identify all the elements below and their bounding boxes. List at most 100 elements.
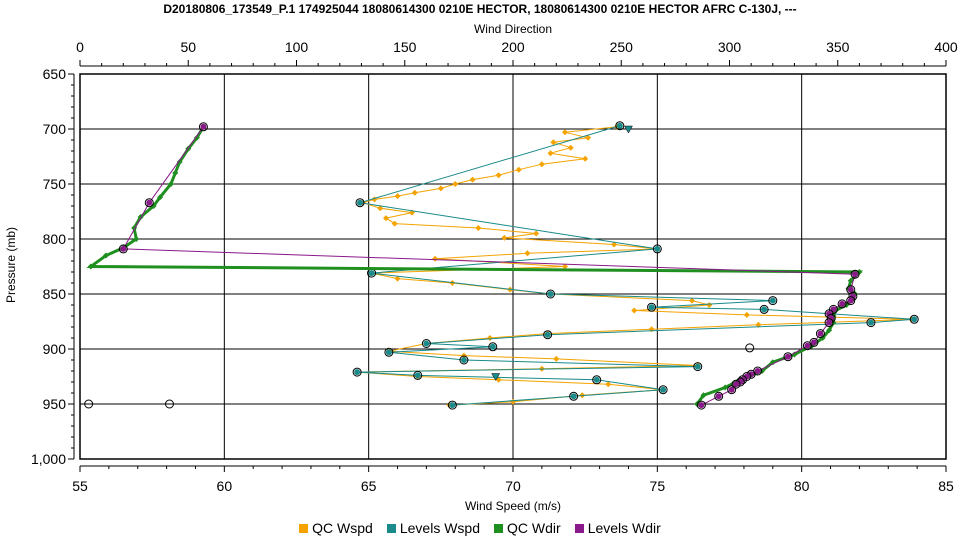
qc-wspd-point (394, 193, 401, 200)
qc-wdir-point (847, 277, 854, 284)
x2-tick-label: 100 (285, 39, 309, 55)
levels-wspd-point (459, 355, 469, 365)
levels-wspd-point-fill (547, 291, 554, 297)
qc-wspd-point (561, 263, 568, 270)
levels-wspd-point-fill (423, 340, 430, 347)
x2-tick-label: 350 (826, 39, 850, 55)
levels-wspd-point (652, 244, 662, 254)
levels-wdir-point-fill (847, 286, 854, 293)
levels-wdir-point-fill (830, 306, 837, 313)
x2-tick-label: 200 (501, 39, 525, 55)
y-tick-label: 950 (43, 396, 67, 412)
levels-wdir-point (696, 400, 706, 410)
levels-wspd-point-fill (460, 357, 467, 363)
levels-wdir-point-fill (146, 199, 153, 206)
triangle-marker (624, 125, 633, 134)
levels-wdir-point (727, 385, 737, 395)
plot-frame (79, 73, 947, 460)
levels-wdir-point-fill (743, 373, 750, 380)
legend-swatch (574, 523, 584, 533)
levels-wspd-point-fill (867, 319, 874, 326)
legend-label: QC Wspd (312, 520, 373, 536)
legend-label: Levels Wspd (399, 520, 481, 536)
x2-tick-label: 300 (718, 39, 742, 55)
qc-wdir-point (700, 392, 707, 399)
qc-wspd-point (605, 381, 612, 388)
levels-wspd-point (693, 362, 703, 372)
open-circle-point (164, 399, 174, 409)
levels-wspd-point-fill (654, 245, 661, 252)
qc-wdir-point (157, 194, 164, 201)
levels-wdir-point-fill (732, 381, 739, 388)
levels-wdir-point-fill (852, 271, 859, 278)
legend-item-levels-wdir[interactable]: Levels Wdir (574, 520, 661, 536)
levels-wspd-point-fill (694, 363, 701, 370)
qc-wdir-point (769, 359, 776, 366)
levels-wdir-point-fill (728, 386, 735, 393)
chart-title: D20180806_173549_P.1 174925044 180806143… (163, 2, 797, 16)
levels-wdir-point (850, 269, 860, 279)
x2-tick-label: 0 (76, 39, 84, 55)
qc-wdir-point (176, 159, 183, 165)
levels-wspd-point-fill (354, 369, 361, 376)
levels-wspd-point-fill (769, 297, 776, 304)
qc-wspd-point (432, 255, 439, 262)
levels-wspd-point (647, 302, 657, 312)
levels-wspd-point (447, 400, 457, 410)
levels-wdir-point-fill (715, 393, 722, 400)
qc-wdir-point (167, 181, 174, 187)
levels-wspd-point-fill (544, 331, 551, 338)
qc-wspd-point (538, 161, 545, 168)
qc-wspd-point (561, 129, 568, 136)
levels-wspd-point-fill (385, 349, 392, 356)
levels-wdir-point (714, 391, 724, 401)
levels-wspd-point-fill (357, 199, 364, 206)
x2-tick-label: 50 (180, 39, 196, 55)
y-tick-label: 700 (43, 121, 67, 137)
qc-wdir-point (826, 327, 833, 334)
legend-item-qc-wdir[interactable]: QC Wdir (494, 520, 561, 536)
levels-wspd-point (413, 370, 423, 380)
qc-wdir-point (722, 384, 729, 391)
top-axis-label: Wind Direction (473, 22, 553, 36)
levels-wdir-point-fill (810, 339, 817, 346)
levels-wspd-point-fill (761, 306, 768, 313)
levels-wdir-point (118, 244, 128, 254)
qc-wdir-point (791, 351, 798, 358)
levels-wdir-point (783, 352, 793, 362)
qc-wspd-point (501, 234, 508, 241)
levels-wspd-point-fill (570, 393, 577, 400)
legend: QC Wspd Levels Wspd QC Wdir Levels Wdir (0, 520, 960, 536)
qc-wspd-point (585, 134, 592, 141)
x-tick-label: 60 (217, 478, 233, 494)
qc-wspd-point (553, 355, 560, 362)
legend-label: QC Wdir (507, 520, 561, 536)
y-tick-label: 750 (43, 176, 67, 192)
levels-wdir-point-fill (120, 245, 127, 252)
qc-wspd-point (437, 185, 444, 192)
levels-wspd-point (615, 121, 625, 131)
open-circle-point (84, 399, 94, 409)
legend-item-levels-wspd[interactable]: Levels Wspd (386, 520, 481, 536)
levels-wspd-point-fill (616, 122, 623, 129)
levels-wdir-point-fill (754, 368, 761, 374)
qc-wdir-point (150, 203, 157, 209)
levels-wspd-point-fill (489, 343, 496, 350)
qc-wdir-point (87, 263, 94, 270)
qc-wspd-point (743, 311, 750, 318)
x-tick-label: 55 (72, 478, 88, 494)
qc-wspd-point (524, 250, 531, 257)
legend-item-qc-wspd[interactable]: QC Wspd (299, 520, 373, 536)
qc-wspd-point (550, 139, 557, 146)
y-tick-label: 1,000 (31, 451, 66, 467)
levels-wdir-point (846, 296, 856, 306)
qc-wspd-point (515, 166, 522, 173)
qc-wspd-point (567, 144, 574, 151)
qc-wspd-point (394, 275, 401, 282)
levels-wspd-point-fill (414, 372, 421, 379)
y-tick-label: 650 (43, 66, 67, 82)
levels-wdir-point-fill (847, 297, 854, 304)
x-tick-label: 85 (938, 478, 954, 494)
levels-wspd-point (384, 347, 394, 357)
